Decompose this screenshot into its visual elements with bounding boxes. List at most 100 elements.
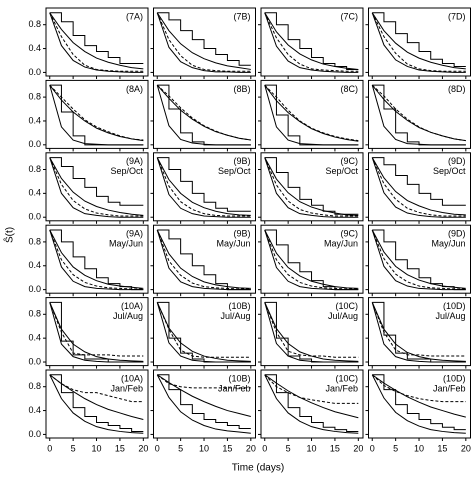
survival-curve [49, 12, 144, 70]
survival-curve [157, 157, 251, 212]
survival-curve [371, 85, 466, 146]
survival-curve [264, 374, 359, 432]
y-tick-label: 0.4 [28, 260, 41, 270]
survival-curve [156, 85, 251, 146]
survival-curve [371, 84, 466, 142]
y-tick-label: 0.8 [28, 309, 41, 319]
survival-curve [264, 12, 359, 70]
y-tick-label: 0.8 [28, 91, 41, 101]
survival-curve [372, 374, 466, 431]
survival-curve [371, 12, 466, 72]
x-tick-label: 20 [138, 443, 148, 453]
panel-subtitle: Sep/Oct [325, 166, 358, 176]
survival-curve [372, 301, 466, 363]
survival-curve [157, 374, 251, 429]
survival-curve [264, 229, 359, 290]
y-tick-label: 0.4 [28, 115, 41, 125]
survival-curve [372, 229, 466, 291]
survival-curve [264, 12, 359, 70]
survival-curve [156, 157, 251, 216]
survival-curve [372, 157, 466, 206]
panel-title: (8B) [233, 84, 250, 94]
survival-curve [49, 157, 144, 218]
survival-curve [264, 374, 359, 419]
survival-curve [264, 84, 359, 146]
survival-curve [156, 12, 251, 72]
y-tick-label: 0.4 [28, 333, 41, 343]
panel-title: (10D) [443, 373, 466, 383]
panel-title: (7A) [126, 11, 143, 21]
survival-curve [264, 157, 359, 218]
panel-title: (7B) [233, 11, 250, 21]
panel-subtitle: Sep/Oct [218, 166, 251, 176]
x-tick-label: 20 [461, 443, 471, 453]
survival-curve [371, 374, 466, 418]
y-tick-label: 0.8 [28, 19, 41, 29]
panel-title: (10D) [443, 301, 466, 311]
survival-curve [156, 157, 251, 217]
x-tick-label: 10 [92, 443, 102, 453]
panel-title: (9C) [341, 156, 359, 166]
survival-curve [264, 84, 359, 142]
survival-curve [156, 374, 251, 434]
survival-curve [156, 302, 251, 362]
survival-curve [49, 374, 144, 420]
survival-curve [49, 374, 144, 403]
survival-curve [264, 374, 359, 404]
survival-curve [49, 12, 144, 64]
panel-title: (9A) [126, 156, 143, 166]
survival-curve [371, 229, 466, 291]
x-tick-label: 5 [178, 443, 183, 453]
survival-curve [156, 374, 251, 389]
x-tick-label: 0 [155, 443, 160, 453]
y-tick-label: 0.4 [28, 188, 41, 198]
survival-curve [156, 229, 251, 289]
survival-curve [371, 157, 466, 216]
x-tick-label: 5 [71, 443, 76, 453]
survival-curve [371, 157, 466, 217]
panel-title: (9B) [233, 156, 250, 166]
survival-curve [156, 12, 251, 70]
x-tick-label: 15 [115, 443, 125, 453]
survival-curve [49, 302, 144, 362]
y-tick-label: 0.4 [28, 43, 41, 53]
survival-curve [157, 12, 251, 66]
y-tick-label: 0.4 [28, 405, 41, 415]
panel-subtitle: Jul/Aug [220, 311, 250, 321]
survival-curve [49, 157, 144, 217]
survival-curve [49, 12, 144, 73]
x-tick-label: 0 [370, 443, 375, 453]
panel-title: (9A) [126, 229, 143, 239]
y-tick-label: 0.8 [28, 381, 41, 391]
y-tick-label: 0.0 [28, 212, 41, 222]
survival-curve [156, 84, 251, 141]
panel-subtitle: May/Jun [431, 239, 465, 249]
panel-subtitle: Jan/Feb [433, 383, 466, 393]
survival-curve [49, 84, 144, 146]
survival-curve [156, 12, 251, 73]
panel-subtitle: May/Jun [216, 239, 250, 249]
panel-title: (8D) [448, 84, 466, 94]
panel-title: (10C) [335, 373, 358, 383]
panel-subtitle: Jan/Feb [325, 383, 358, 393]
panel-subtitle: Sep/Oct [110, 166, 143, 176]
panel-subtitle: May/Jun [109, 239, 143, 249]
survival-curve [49, 84, 144, 141]
panel-title: (9B) [233, 229, 250, 239]
survival-curve [371, 157, 466, 218]
survival-curve [371, 229, 466, 290]
survival-curve [264, 229, 359, 289]
x-tick-label: 10 [199, 443, 209, 453]
survival-curve [49, 229, 144, 291]
x-tick-label: 5 [393, 443, 398, 453]
survival-curve [157, 229, 251, 291]
survival-curve [49, 229, 144, 290]
survival-curve [371, 12, 466, 73]
survival-curve [156, 229, 251, 290]
y-tick-label: 0.0 [28, 284, 41, 294]
y-tick-label: 0.0 [28, 429, 41, 439]
y-tick-label: 0.0 [28, 356, 41, 366]
survival-curve [156, 157, 251, 218]
panel-title: (10B) [228, 373, 250, 383]
